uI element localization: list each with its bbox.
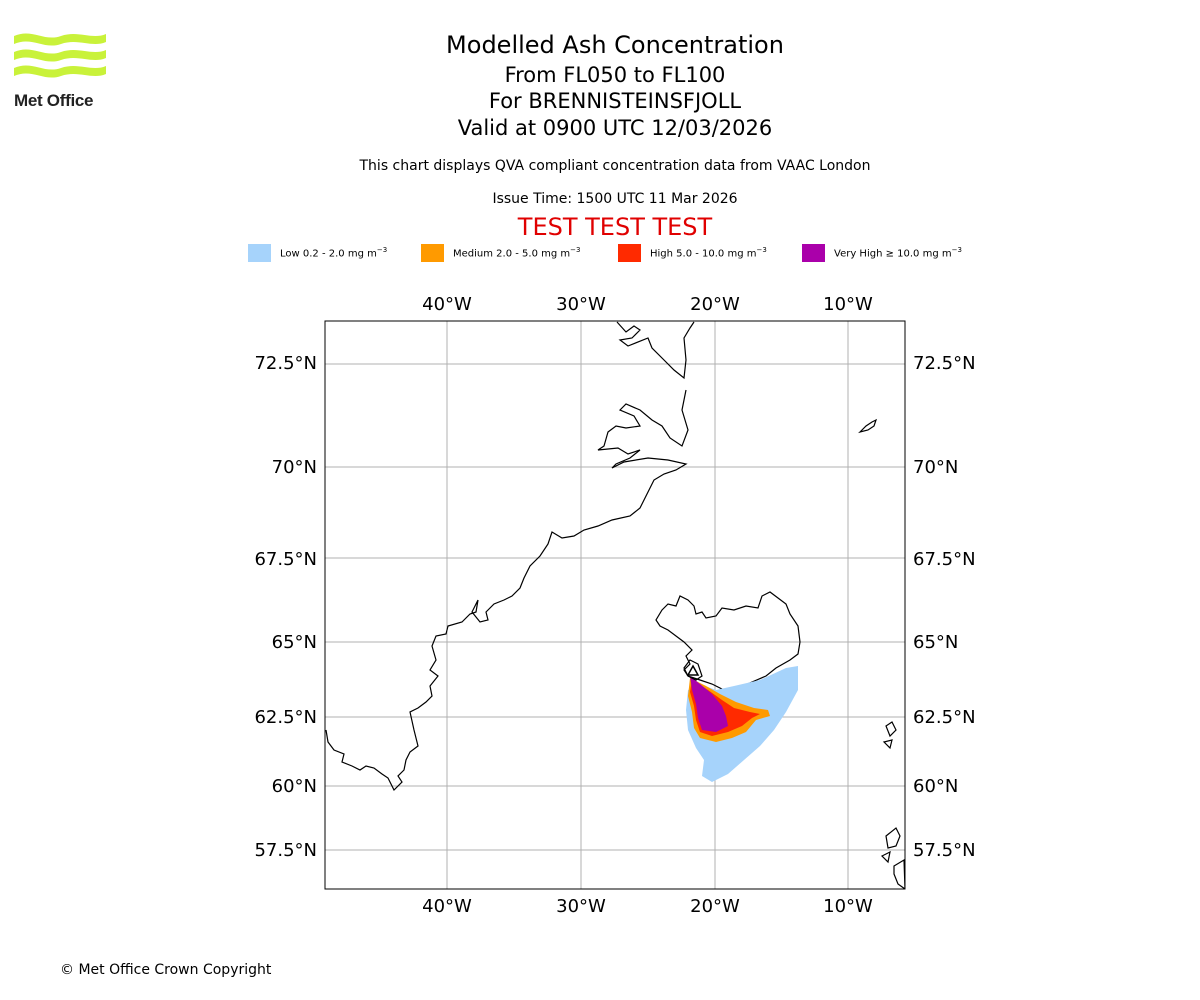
volcano-name: For BRENNISTEINSFJOLL — [488, 89, 742, 113]
lon-label-top-30w: 30°W — [556, 294, 606, 315]
legend-item-medium: Medium 2.0 - 5.0 mg m−3 — [421, 243, 580, 263]
faroe-islands-coastline — [882, 721, 897, 750]
iceland-coastline — [655, 591, 801, 691]
lon-label-top-40w: 40°W — [422, 294, 472, 315]
legend-item-low: Low 0.2 - 2.0 mg m−3 — [248, 243, 387, 263]
legend-label-high: High 5.0 - 10.0 mg m−3 — [650, 246, 767, 260]
map-frame — [324, 320, 906, 890]
legend-swatch-high — [618, 244, 641, 262]
legend: Low 0.2 - 2.0 mg m−3 Medium 2.0 - 5.0 mg… — [248, 243, 1008, 263]
chart-subtitle: This chart displays QVA compliant concen… — [359, 158, 871, 174]
lat-label-left-67-5n: 67.5°N — [254, 549, 317, 570]
lat-label-right-57-5n: 57.5°N — [913, 840, 976, 861]
valid-time: Valid at 0900 UTC 12/03/2026 — [457, 116, 773, 140]
lat-label-left-60n: 60°N — [272, 776, 317, 797]
lat-label-right-67-5n: 67.5°N — [913, 549, 976, 570]
ash-contour-very-high — [690, 676, 728, 732]
lon-label-top-10w: 10°W — [823, 294, 873, 315]
lat-label-left-70n: 70°N — [272, 457, 317, 478]
legend-swatch-low — [248, 244, 271, 262]
lon-label-bottom-30w: 30°W — [556, 896, 606, 917]
lat-label-right-62-5n: 62.5°N — [913, 707, 976, 728]
lat-label-left-65n: 65°N — [272, 632, 317, 653]
flight-level-range: From FL050 to FL100 — [504, 63, 726, 87]
jan-mayen-coastline — [858, 418, 878, 434]
issue-time: Issue Time: 1500 UTC 11 Mar 2026 — [492, 191, 738, 207]
lat-label-right-60n: 60°N — [913, 776, 958, 797]
lon-label-bottom-40w: 40°W — [422, 896, 472, 917]
lat-label-right-70n: 70°N — [913, 457, 958, 478]
lat-label-left-62-5n: 62.5°N — [254, 707, 317, 728]
legend-swatch-medium — [421, 244, 444, 262]
lon-label-bottom-10w: 10°W — [823, 896, 873, 917]
reykjanes-coastline — [683, 659, 703, 681]
map-gridlines — [325, 321, 905, 889]
legend-label-very-high: Very High ≥ 10.0 mg m−3 — [834, 246, 962, 260]
lon-label-top-20w: 20°W — [690, 294, 740, 315]
legend-item-very-high: Very High ≥ 10.0 mg m−3 — [802, 243, 962, 263]
copyright-footer: © Met Office Crown Copyright — [60, 962, 272, 978]
met-office-logo-icon — [14, 33, 106, 78]
lat-label-right-65n: 65°N — [913, 632, 958, 653]
lat-label-left-72-5n: 72.5°N — [254, 353, 317, 374]
legend-label-medium: Medium 2.0 - 5.0 mg m−3 — [453, 246, 581, 260]
lon-label-bottom-20w: 20°W — [690, 896, 740, 917]
chart-title: Modelled Ash Concentration — [446, 31, 784, 59]
scotland-coastline — [880, 827, 905, 889]
legend-swatch-very-high — [802, 244, 825, 262]
legend-label-low: Low 0.2 - 2.0 mg m−3 — [280, 246, 388, 260]
test-banner: TEST TEST TEST — [517, 213, 713, 241]
lat-label-right-72-5n: 72.5°N — [913, 353, 976, 374]
lat-label-left-57-5n: 57.5°N — [254, 840, 317, 861]
greenland-coastline — [325, 321, 695, 792]
volcano-triangle-icon — [686, 664, 700, 676]
logo-text: Met Office — [14, 91, 94, 110]
legend-item-high: High 5.0 - 10.0 mg m−3 — [618, 243, 767, 263]
